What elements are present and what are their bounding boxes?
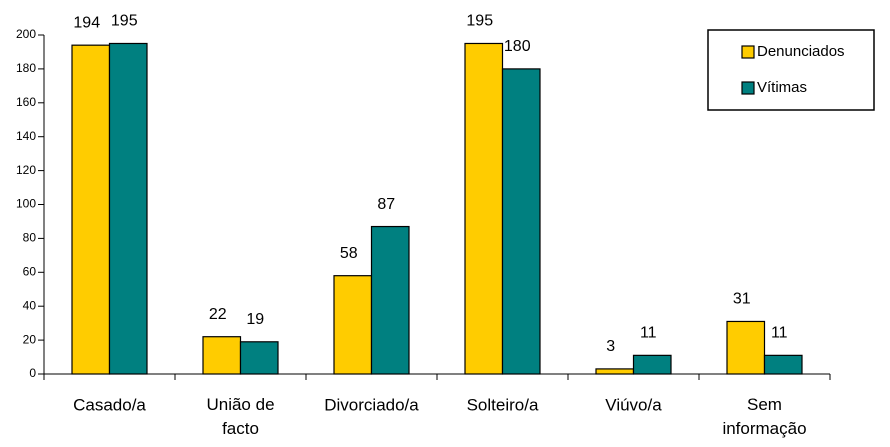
y-tick-label: 60: [23, 264, 37, 278]
bar: [595, 368, 635, 375]
y-tick-label: 120: [16, 163, 36, 177]
y-tick-label: 100: [16, 197, 36, 211]
value-label: 11: [771, 325, 788, 342]
bar: [370, 225, 410, 375]
bar: [333, 275, 373, 375]
legend-swatch: [741, 45, 755, 59]
y-tick-label: 180: [16, 61, 36, 75]
y-tick-label: 0: [29, 366, 36, 380]
x-tick-label-line: Sem: [747, 395, 782, 414]
bar: [239, 341, 279, 375]
y-tick-label: 160: [16, 95, 36, 109]
x-tick-label: Solteiro/a: [467, 395, 539, 414]
bar: [501, 68, 541, 375]
value-label: 3: [606, 338, 615, 355]
x-tick-label-line: União de: [206, 395, 274, 414]
value-label: 180: [504, 38, 531, 55]
value-label: 58: [340, 245, 358, 262]
legend-box: [707, 29, 875, 111]
y-tick-label: 40: [23, 298, 37, 312]
x-tick-label: União de facto: [206, 395, 274, 438]
y-tick-label: 20: [23, 332, 37, 346]
value-label: 11: [640, 325, 657, 342]
value-label: 195: [466, 13, 493, 30]
value-label: 87: [377, 196, 395, 213]
x-tick-label: Sem informação: [722, 395, 806, 438]
x-tick-label: Divorciado/a: [324, 395, 419, 414]
value-label: 195: [111, 13, 138, 30]
x-tick-label-line: facto: [222, 419, 259, 438]
bar: [726, 320, 766, 375]
bar: [763, 354, 803, 375]
legend-label: Vítimas: [757, 79, 807, 96]
value-label: 19: [246, 311, 264, 328]
x-tick-label: Casado/a: [73, 395, 146, 414]
bar: [632, 354, 672, 375]
x-tick-label: Viúvo/a: [605, 395, 662, 414]
value-label: 22: [209, 306, 227, 323]
bar: [202, 336, 242, 375]
y-tick-label: 80: [23, 231, 37, 245]
legend-swatch: [741, 81, 755, 95]
bar: [464, 42, 504, 375]
x-tick-label-line: informação: [722, 419, 806, 438]
bar: [108, 42, 148, 375]
y-tick-label: 200: [16, 27, 36, 41]
value-label: 31: [733, 291, 751, 308]
y-tick-label: 140: [16, 129, 36, 143]
bar: [71, 44, 111, 375]
legend-label: Denunciados: [757, 43, 845, 60]
value-label: 194: [73, 14, 100, 31]
